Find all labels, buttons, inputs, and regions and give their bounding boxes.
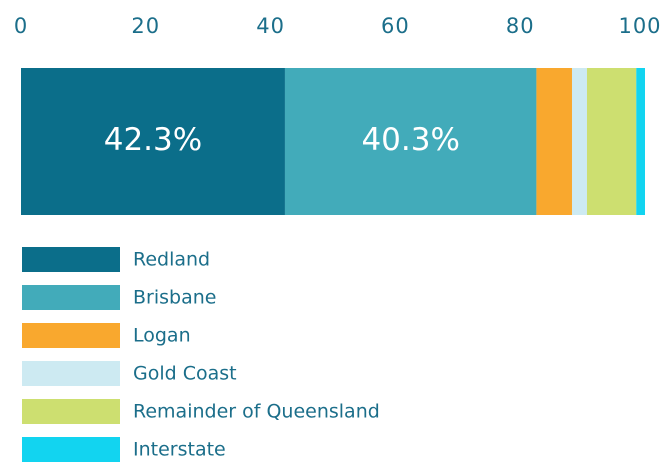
x-tick-label: 20: [131, 14, 160, 38]
data-label: 40.3%: [361, 122, 459, 158]
x-tick-label: 100: [618, 14, 661, 38]
legend-label: Brisbane: [133, 287, 216, 309]
x-tick-label: 40: [256, 14, 285, 38]
bar-segment: [536, 68, 572, 215]
legend-label: Remainder of Queensland: [133, 401, 380, 423]
legend-swatch: [22, 323, 120, 348]
bar-segment: [21, 68, 285, 215]
legend-label: Interstate: [133, 439, 226, 461]
legend-label: Redland: [133, 249, 210, 271]
legend-swatch: [22, 399, 120, 424]
bar-segment: [586, 68, 637, 215]
bar-segment: [571, 68, 587, 215]
legend-label: Gold Coast: [133, 363, 237, 385]
legend-swatch: [22, 437, 120, 462]
x-tick-label: 80: [506, 14, 535, 38]
legend-swatch: [22, 247, 120, 272]
x-tick-label: 0: [14, 14, 28, 38]
legend-label: Logan: [133, 325, 191, 347]
x-tick-label: 60: [381, 14, 410, 38]
legend-swatch: [22, 361, 120, 386]
bar-segment: [636, 68, 645, 215]
data-label: 42.3%: [104, 122, 202, 158]
legend-swatch: [22, 285, 120, 310]
bar-segment: [284, 68, 537, 215]
